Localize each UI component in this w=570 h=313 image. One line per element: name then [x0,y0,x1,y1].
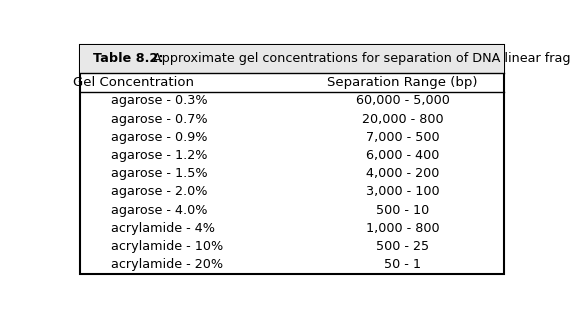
Text: 7,000 - 500: 7,000 - 500 [366,131,439,144]
Text: 500 - 25: 500 - 25 [376,240,429,253]
Text: 1,000 - 800: 1,000 - 800 [366,222,439,235]
Text: 20,000 - 800: 20,000 - 800 [362,113,443,126]
Text: agarose - 1.2%: agarose - 1.2% [111,149,207,162]
Text: Approximate gel concentrations for separation of DNA linear fragments of various: Approximate gel concentrations for separ… [149,52,570,65]
Text: Separation Range (bp): Separation Range (bp) [327,76,478,89]
Text: 3,000 - 100: 3,000 - 100 [366,185,439,198]
Text: 6,000 - 400: 6,000 - 400 [366,149,439,162]
Text: acrylamide - 4%: acrylamide - 4% [111,222,215,235]
Text: acrylamide - 10%: acrylamide - 10% [111,240,223,253]
Text: agarose - 0.7%: agarose - 0.7% [111,113,207,126]
Bar [80,45,504,73]
Text: agarose - 4.0%: agarose - 4.0% [111,203,207,217]
Text: 500 - 10: 500 - 10 [376,203,429,217]
Text: 4,000 - 200: 4,000 - 200 [366,167,439,180]
Text: agarose - 0.9%: agarose - 0.9% [111,131,207,144]
Text: 50 - 1: 50 - 1 [384,258,421,271]
Text: agarose - 0.3%: agarose - 0.3% [111,95,207,107]
Text: agarose - 2.0%: agarose - 2.0% [111,185,207,198]
Text: agarose - 1.5%: agarose - 1.5% [111,167,207,180]
Text: acrylamide - 20%: acrylamide - 20% [111,258,223,271]
Text: Table 8.2:: Table 8.2: [93,52,164,65]
Text: 60,000 - 5,000: 60,000 - 5,000 [356,95,450,107]
Text: Gel Concentration: Gel Concentration [72,76,194,89]
